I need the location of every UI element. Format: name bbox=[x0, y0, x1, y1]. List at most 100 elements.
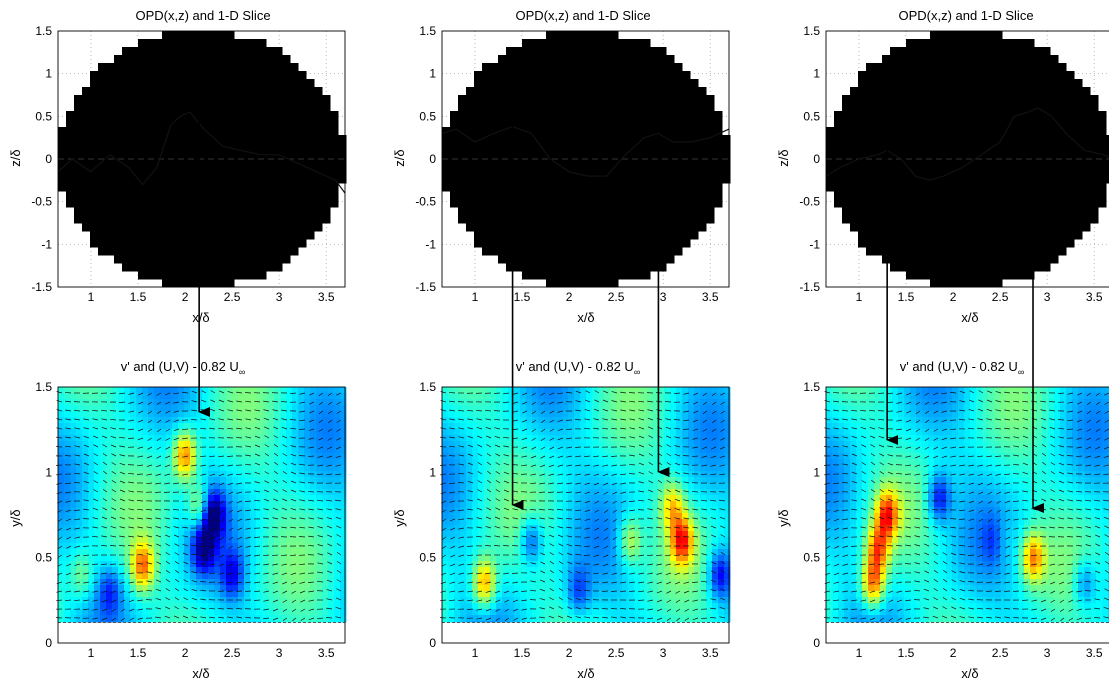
velocity-vector bbox=[335, 516, 342, 520]
heatmap-cell bbox=[154, 167, 163, 176]
heatmap-cell bbox=[178, 501, 185, 508]
heatmap-cell bbox=[232, 399, 239, 406]
heatmap-cell bbox=[530, 263, 539, 272]
heatmap-cell bbox=[172, 423, 179, 430]
heatmap-cell bbox=[234, 247, 243, 256]
heatmap-cell bbox=[694, 387, 701, 394]
heatmap-cell bbox=[214, 459, 221, 466]
heatmap-cell bbox=[322, 603, 329, 610]
heatmap-cell bbox=[466, 119, 475, 128]
heatmap-cell bbox=[522, 191, 531, 200]
heatmap-cell bbox=[242, 119, 251, 128]
velocity-vector bbox=[326, 464, 333, 467]
heatmap-cell bbox=[586, 87, 595, 96]
heatmap-cell bbox=[538, 423, 545, 430]
heatmap-cell bbox=[208, 507, 215, 514]
heatmap-cell bbox=[578, 135, 587, 144]
heatmap-cell bbox=[618, 127, 627, 136]
axes-frame bbox=[57, 386, 346, 644]
velocity-vector bbox=[273, 452, 279, 457]
heatmap-cell bbox=[506, 87, 515, 96]
heatmap-cell bbox=[340, 435, 347, 442]
heatmap-cell bbox=[266, 231, 275, 240]
velocity-vector bbox=[326, 617, 333, 619]
heatmap-cell bbox=[616, 405, 623, 412]
heatmap-cell bbox=[674, 95, 683, 104]
heatmap-cell bbox=[618, 255, 627, 264]
velocity-vector bbox=[282, 471, 288, 475]
heatmap-cell bbox=[242, 103, 251, 112]
heatmap-cell bbox=[458, 199, 467, 208]
velocity-vector bbox=[111, 617, 117, 621]
heatmap-cell bbox=[130, 79, 139, 88]
heatmap-cell bbox=[186, 159, 195, 168]
heatmap-cell bbox=[98, 207, 107, 216]
heatmap-cell bbox=[106, 103, 115, 112]
velocity-vector bbox=[273, 498, 279, 502]
velocity-vector bbox=[227, 572, 234, 575]
heatmap-cell bbox=[610, 255, 619, 264]
velocity-vector bbox=[227, 590, 234, 592]
heatmap-cell bbox=[82, 103, 91, 112]
heatmap-cell bbox=[130, 71, 139, 80]
heatmap-cell bbox=[194, 39, 203, 48]
heatmap-cell bbox=[106, 561, 113, 568]
heatmap-cell bbox=[136, 621, 143, 623]
heatmap-cell bbox=[186, 255, 195, 264]
heatmap-cell bbox=[162, 271, 171, 280]
velocity-vector bbox=[227, 563, 234, 567]
velocity-vector bbox=[336, 392, 342, 396]
heatmap-cell bbox=[94, 447, 101, 454]
heatmap-cell bbox=[610, 393, 617, 400]
heatmap-cell bbox=[562, 55, 571, 64]
velocity-vector bbox=[237, 536, 243, 540]
heatmap-cell bbox=[154, 271, 163, 280]
heatmap-cell bbox=[602, 247, 611, 256]
heatmap-cell bbox=[682, 167, 691, 176]
velocity-vector bbox=[65, 500, 72, 503]
heatmap-cell bbox=[98, 215, 107, 224]
heatmap-cell bbox=[232, 585, 239, 592]
heatmap-cell bbox=[322, 513, 329, 520]
velocity-vector bbox=[254, 462, 261, 466]
velocity-vector bbox=[146, 482, 153, 485]
heatmap-cell bbox=[306, 223, 315, 232]
heatmap-cell bbox=[160, 525, 167, 532]
velocity-vector bbox=[326, 579, 333, 583]
heatmap-cell bbox=[298, 513, 305, 520]
heatmap-cell bbox=[514, 143, 523, 152]
heatmap-cell bbox=[328, 621, 335, 623]
vector-field bbox=[55, 390, 342, 622]
heatmap-cell bbox=[340, 543, 347, 550]
heatmap-cell bbox=[274, 71, 283, 80]
heatmap-cell bbox=[250, 597, 257, 604]
heatmap-cell bbox=[618, 247, 627, 256]
heatmap-cell bbox=[674, 143, 683, 152]
velocity-vector bbox=[174, 543, 180, 547]
heatmap-cell bbox=[226, 603, 233, 610]
velocity-vector bbox=[191, 419, 198, 421]
heatmap-cell bbox=[210, 255, 219, 264]
heatmap-cell bbox=[268, 543, 275, 550]
heatmap-cell bbox=[250, 119, 259, 128]
heatmap-cell bbox=[210, 151, 219, 160]
heatmap-cell bbox=[142, 411, 149, 418]
velocity-vector bbox=[74, 590, 81, 593]
heatmap-cell bbox=[220, 501, 227, 508]
heatmap-cell bbox=[250, 429, 257, 436]
heatmap-cell bbox=[82, 199, 91, 208]
heatmap-cell bbox=[304, 387, 311, 394]
heatmap-cell bbox=[642, 159, 651, 168]
heatmap-cell bbox=[130, 119, 139, 128]
heatmap-cell bbox=[146, 95, 155, 104]
heatmap-cell bbox=[202, 263, 211, 272]
velocity-vector bbox=[326, 607, 333, 610]
velocity-vector bbox=[245, 500, 252, 502]
heatmap-cell bbox=[610, 231, 619, 240]
heatmap-cell bbox=[202, 159, 211, 168]
velocity-vector bbox=[119, 590, 126, 594]
heatmap-cell bbox=[136, 573, 143, 580]
heatmap-cell bbox=[106, 537, 113, 544]
heatmap-cell bbox=[64, 603, 71, 610]
